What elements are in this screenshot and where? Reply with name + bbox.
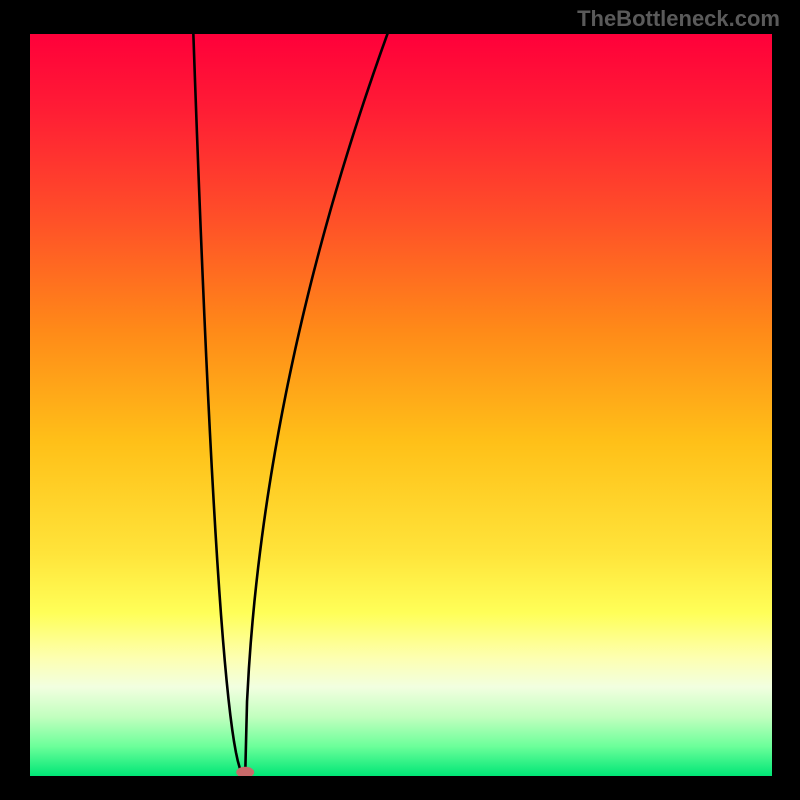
watermark-text: TheBottleneck.com — [577, 6, 780, 32]
chart-area — [30, 34, 772, 776]
chart-svg — [30, 34, 772, 776]
gradient-background — [30, 34, 772, 776]
